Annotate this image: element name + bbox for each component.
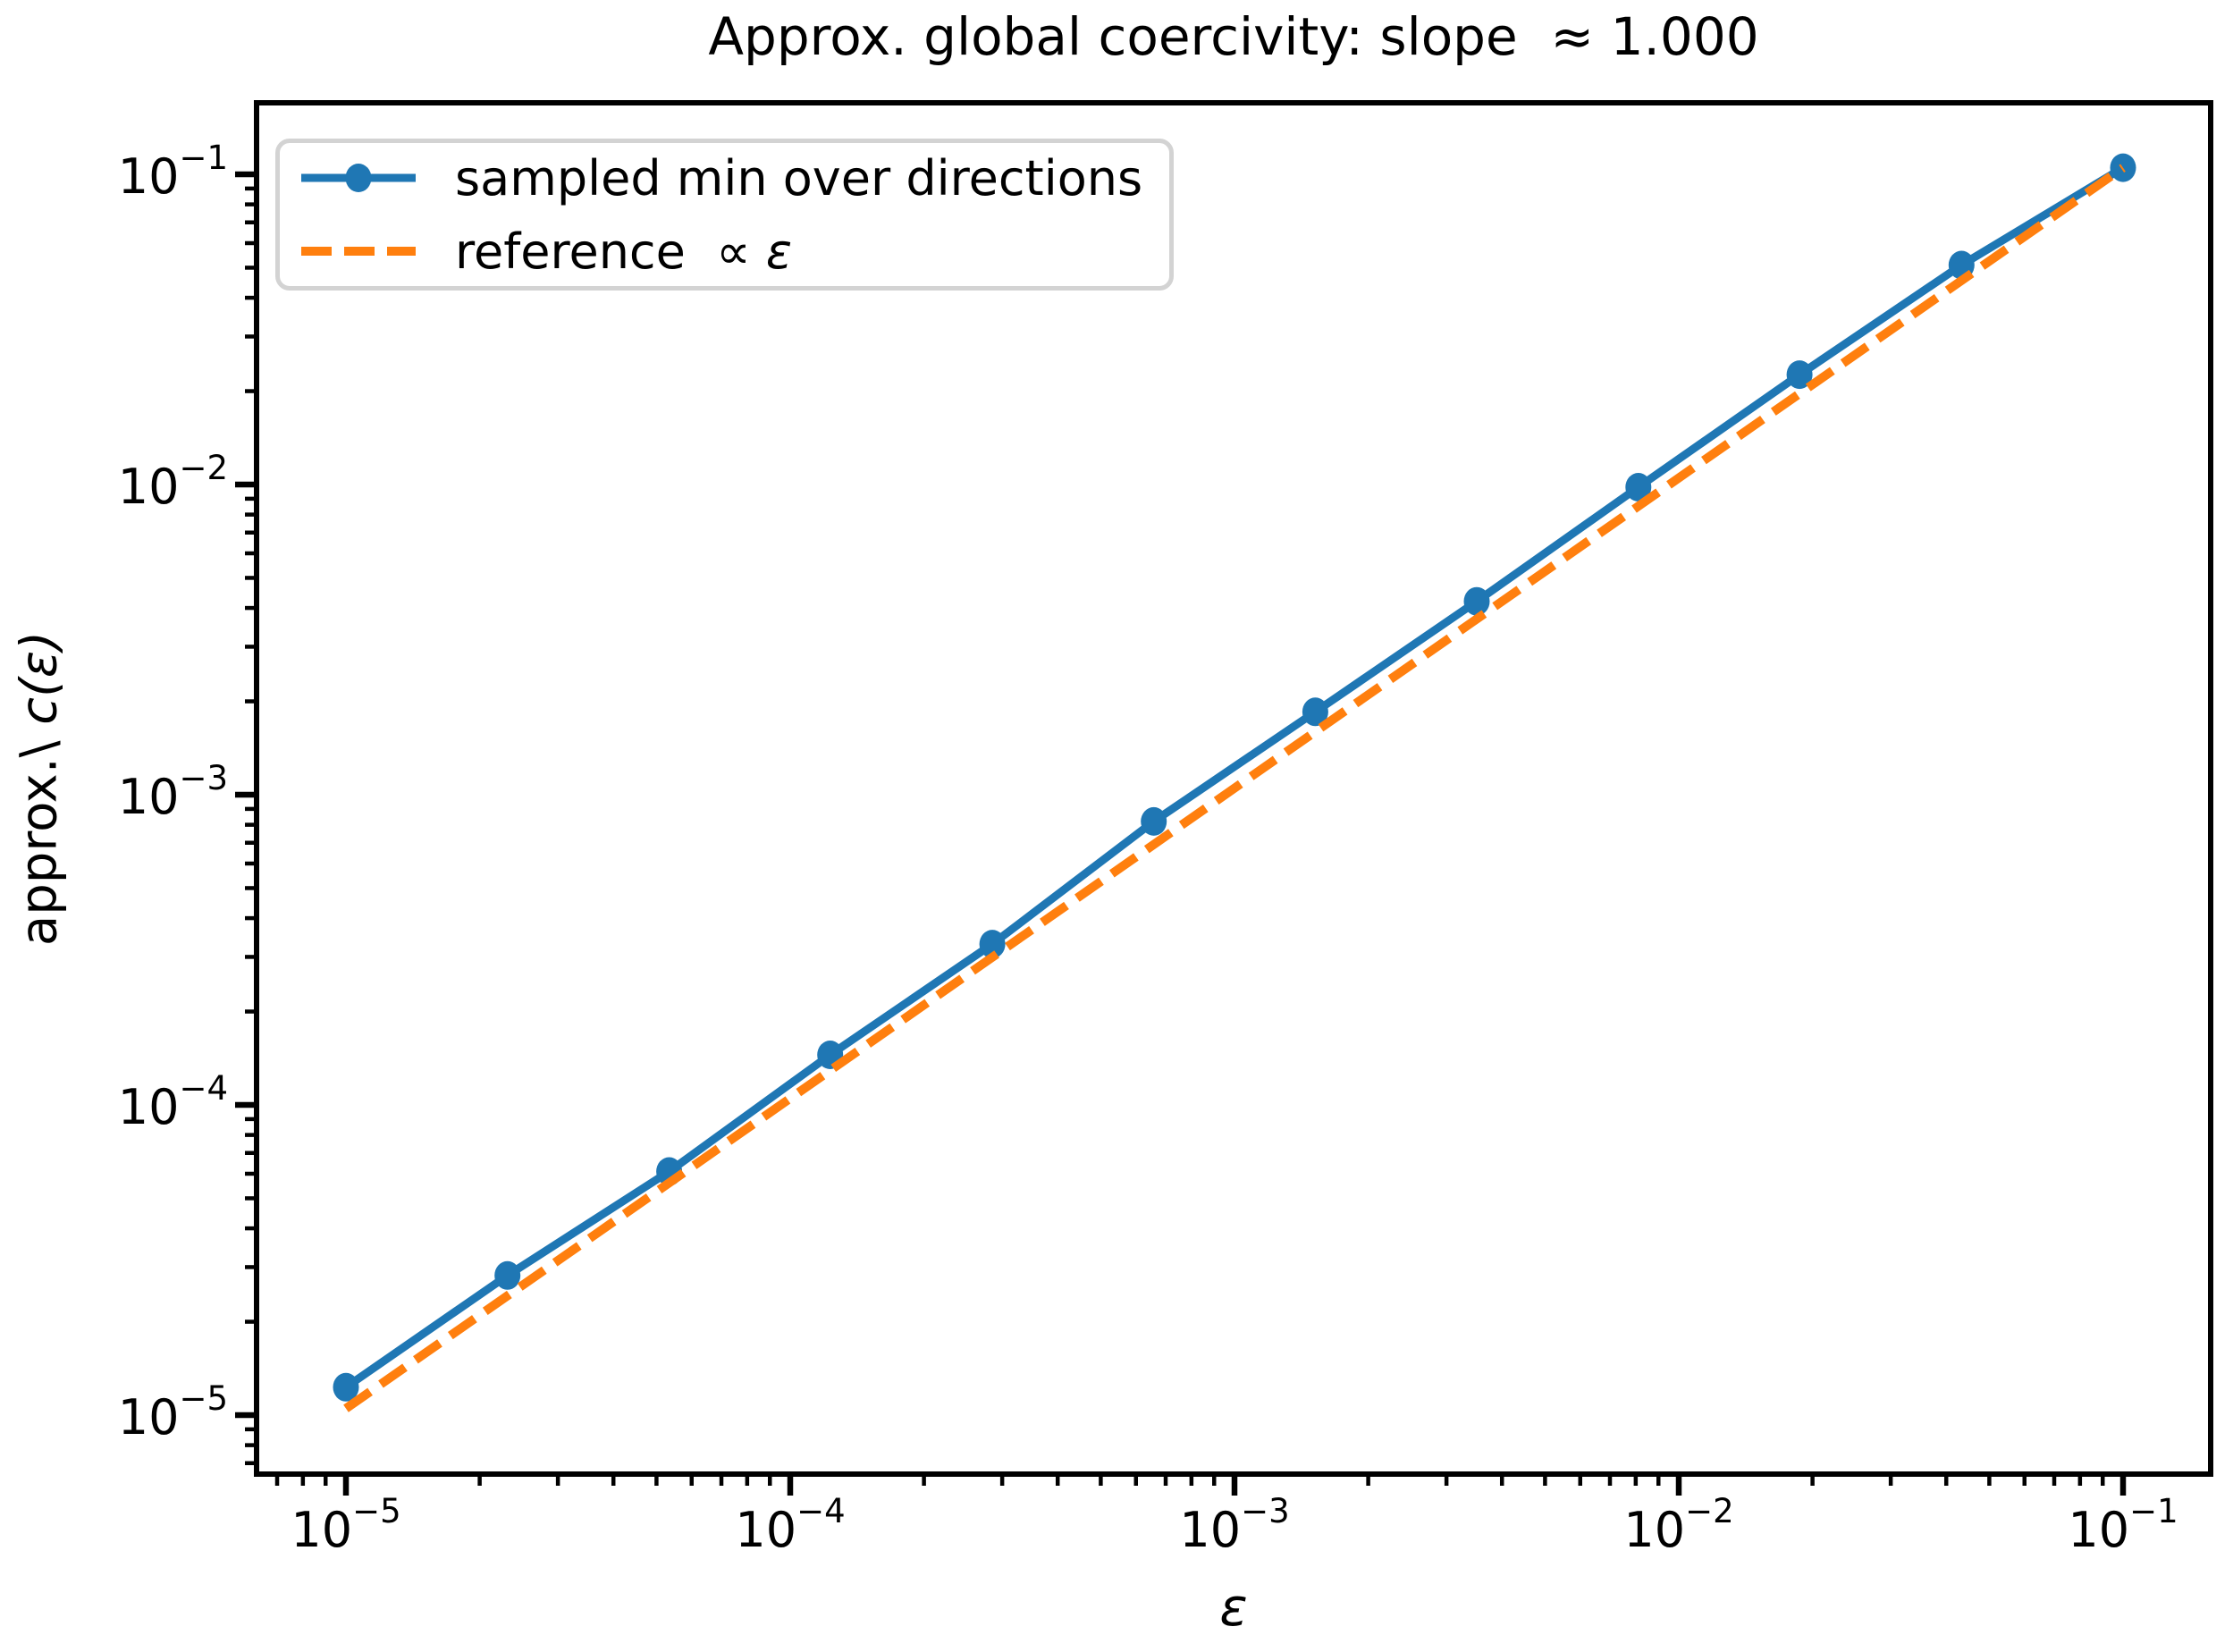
legend-item-reference: reference ∝ ε: [299, 223, 1169, 280]
legend-item-sampled: sampled min over directions: [299, 149, 1169, 206]
data-point-marker: [333, 1372, 359, 1402]
legend-label-reference: reference ∝ ε: [455, 223, 792, 280]
chart-title: Approx. global coercivity: slope ≈ 1.000: [708, 6, 1759, 67]
data-point-marker: [1463, 586, 1490, 616]
legend-sampled-swatch: [301, 164, 416, 192]
x-tick-label: 10−2: [1623, 1492, 1733, 1558]
legend-label-reference-text: reference ∝: [455, 223, 766, 280]
legend-label-reference-symbol: ε: [765, 223, 793, 280]
x-tick-label: 10−4: [735, 1492, 845, 1558]
data-point-marker: [1302, 697, 1328, 727]
data-point-marker: [1625, 473, 1652, 502]
legend-circle-marker-swatch: [345, 164, 372, 192]
y-tick-label: 10−4: [118, 1069, 228, 1135]
y-axis-label-math: c(ε): [10, 630, 69, 725]
plot-frame: [254, 100, 2213, 1477]
legend: sampled min over directions reference ∝ …: [275, 139, 1174, 291]
y-tick-label: 10−5: [118, 1379, 228, 1446]
y-axis-label: approx.\ c(ε): [11, 631, 69, 946]
data-point-marker: [979, 930, 1006, 959]
x-tick-label: 10−1: [2068, 1492, 2178, 1558]
data-point-marker: [494, 1260, 521, 1290]
reference-line: [343, 164, 2126, 1412]
y-axis-label-prefix: approx.\: [10, 724, 69, 947]
x-axis-label: ε: [1219, 1577, 1248, 1638]
data-point-marker: [2110, 153, 2136, 182]
sampled-series-line: [343, 164, 2126, 1391]
y-tick-label: 10−3: [118, 759, 228, 825]
x-tick-label: 10−5: [291, 1492, 400, 1558]
legend-reference-swatch: [301, 247, 416, 256]
legend-label-sampled: sampled min over directions: [455, 149, 1143, 206]
data-point-marker: [1141, 806, 1167, 836]
y-tick-label: 10−1: [118, 139, 228, 205]
data-point-marker: [1786, 360, 1813, 390]
y-tick-label: 10−2: [118, 449, 228, 515]
x-tick-label: 10−3: [1179, 1492, 1289, 1558]
